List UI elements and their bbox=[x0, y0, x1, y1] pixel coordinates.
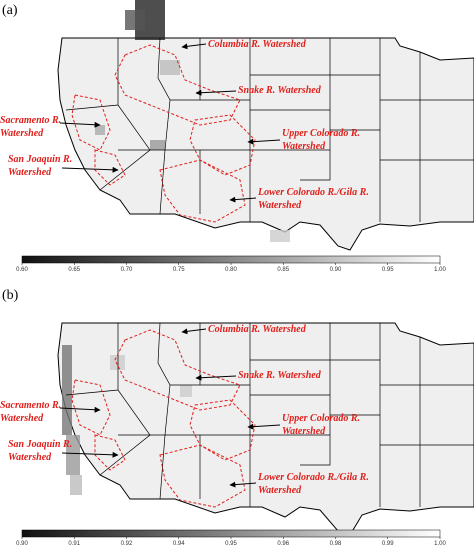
colorbar-tick-label: 1.00 bbox=[434, 541, 446, 547]
watershed-label: Upper Colorado R. bbox=[282, 128, 360, 139]
watershed-boundary bbox=[114, 329, 241, 411]
colorbar bbox=[21, 529, 441, 538]
colorbar-tick-label: 0.90 bbox=[330, 267, 342, 273]
watershed-label: Sacramento R. bbox=[0, 115, 61, 126]
watershed-label: Upper Colorado R. bbox=[282, 413, 360, 424]
shade bbox=[110, 355, 125, 370]
colorbar-tick-label: 0.60 bbox=[16, 267, 28, 273]
arrow bbox=[181, 43, 207, 50]
state-border bbox=[99, 389, 151, 476]
colorbar-tick-label: 0.90 bbox=[16, 541, 28, 547]
watershed-label: Watershed bbox=[282, 141, 326, 152]
shade bbox=[62, 345, 72, 435]
colorbar-tick-label: 0.65 bbox=[68, 267, 80, 273]
shade bbox=[66, 435, 80, 475]
arrow bbox=[247, 138, 281, 145]
watershed-label: Lower Colorado R./Gila R. bbox=[257, 472, 369, 483]
state-border bbox=[300, 38, 331, 181]
colorbar-tick-label: 0.96 bbox=[277, 541, 289, 547]
colorbar-tick-label: 0.98 bbox=[330, 541, 342, 547]
watershed-label: Lower Colorado R./Gila R. bbox=[257, 187, 369, 198]
colorbar-tick-label: 0.91 bbox=[68, 541, 80, 547]
colorbar-tick-label: 0.70 bbox=[121, 267, 133, 273]
watershed-label: Columbia R. Watershed bbox=[208, 324, 307, 335]
arrow bbox=[181, 328, 207, 335]
shade bbox=[270, 230, 290, 242]
map-panel: (b) Columbia R. Watershed Snake R. Watersh… bbox=[0, 288, 474, 536]
watershed-boundary bbox=[114, 44, 241, 126]
arrow bbox=[229, 196, 257, 203]
colorbar-tick-label: 0.85 bbox=[277, 267, 289, 273]
colorbar-tick-label: 0.94 bbox=[173, 541, 185, 547]
state-border bbox=[159, 434, 166, 500]
arrow bbox=[61, 166, 119, 173]
arrow bbox=[59, 121, 101, 128]
watershed-boundary bbox=[94, 434, 126, 471]
map-panel: (a) Columbia R. Watershed Snake R. Watersh… bbox=[0, 0, 474, 251]
colorbar-tick-label: 1.00 bbox=[434, 267, 446, 273]
watershed-label: Watershed bbox=[282, 426, 326, 437]
shade bbox=[150, 140, 165, 150]
shade bbox=[125, 10, 145, 30]
watershed-boundary bbox=[159, 159, 246, 223]
arrow bbox=[195, 374, 237, 381]
watershed-boundary bbox=[189, 114, 256, 176]
shade bbox=[180, 385, 192, 397]
colorbar-tick-label: 0.92 bbox=[121, 541, 133, 547]
colorbar-tick-label: 0.95 bbox=[382, 267, 394, 273]
watershed-label: Snake R. Watershed bbox=[238, 370, 322, 381]
colorbar-tick-label: 0.80 bbox=[225, 267, 237, 273]
colorbar-tick-label: 0.95 bbox=[225, 541, 237, 547]
watershed-label: Watershed bbox=[0, 128, 44, 139]
colorbar-tick-label: 0.75 bbox=[173, 267, 185, 273]
watershed-label: Watershed bbox=[0, 413, 44, 424]
arrow bbox=[247, 423, 281, 430]
watershed-label: Watershed bbox=[258, 485, 302, 496]
watershed-boundary bbox=[159, 444, 246, 508]
state-border bbox=[99, 104, 151, 191]
arrow bbox=[229, 481, 257, 488]
state-border bbox=[165, 99, 251, 151]
arrow bbox=[195, 89, 237, 96]
colorbar bbox=[21, 255, 441, 264]
watershed-label: Columbia R. Watershed bbox=[208, 39, 307, 50]
shade bbox=[70, 475, 82, 495]
arrow bbox=[59, 406, 101, 413]
watershed-boundary bbox=[189, 399, 256, 461]
panel-label: (b) bbox=[2, 288, 19, 303]
shade bbox=[95, 125, 105, 135]
watershed-boundary bbox=[94, 149, 126, 186]
watershed-label: Snake R. Watershed bbox=[238, 85, 322, 96]
watershed-boundary bbox=[71, 94, 111, 151]
watershed-label: Watershed bbox=[258, 200, 302, 211]
panel-label: (a) bbox=[2, 3, 18, 18]
state-border bbox=[300, 323, 331, 466]
land bbox=[57, 37, 474, 251]
arrow bbox=[61, 451, 119, 458]
watershed-label: Watershed bbox=[8, 452, 52, 463]
watershed-label: San Joaquin R. bbox=[8, 154, 72, 165]
shade bbox=[160, 60, 180, 75]
watershed-boundary bbox=[71, 379, 111, 436]
colorbar-tick-label: 0.99 bbox=[382, 541, 394, 547]
watershed-label: Sacramento R. bbox=[0, 400, 61, 411]
state-border bbox=[165, 384, 251, 436]
land bbox=[57, 322, 474, 536]
watershed-label: Watershed bbox=[8, 167, 52, 178]
watershed-label: San Joaquin R. bbox=[8, 439, 72, 450]
state-border bbox=[159, 149, 166, 215]
